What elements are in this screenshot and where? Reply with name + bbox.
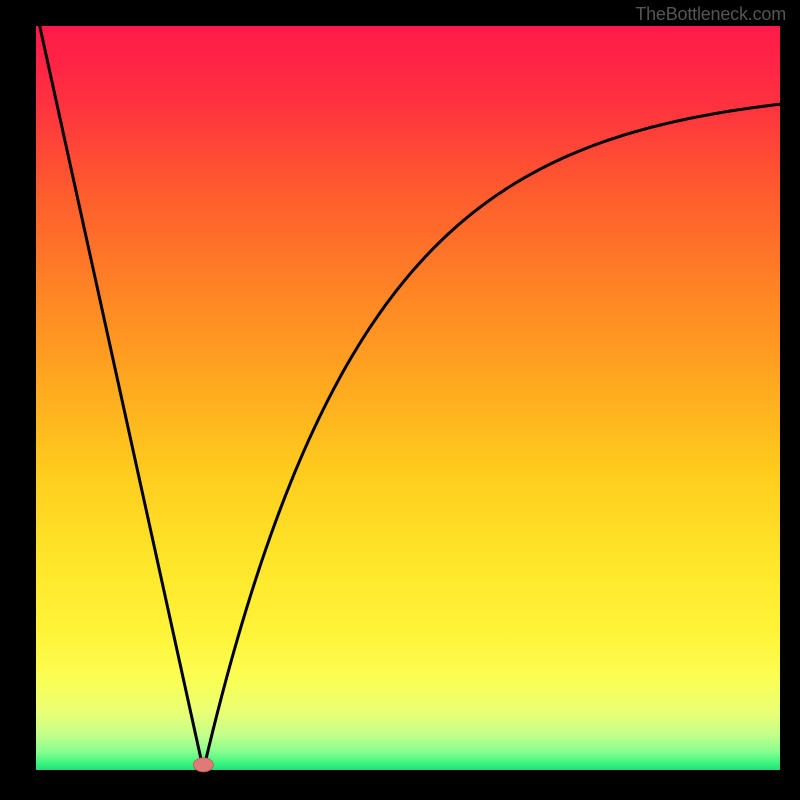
minimum-marker: [193, 758, 213, 772]
plot-gradient-background: [36, 26, 780, 770]
bottleneck-chart: [0, 0, 800, 800]
chart-stage: TheBottleneck.com: [0, 0, 800, 800]
watermark-label: TheBottleneck.com: [635, 4, 786, 25]
